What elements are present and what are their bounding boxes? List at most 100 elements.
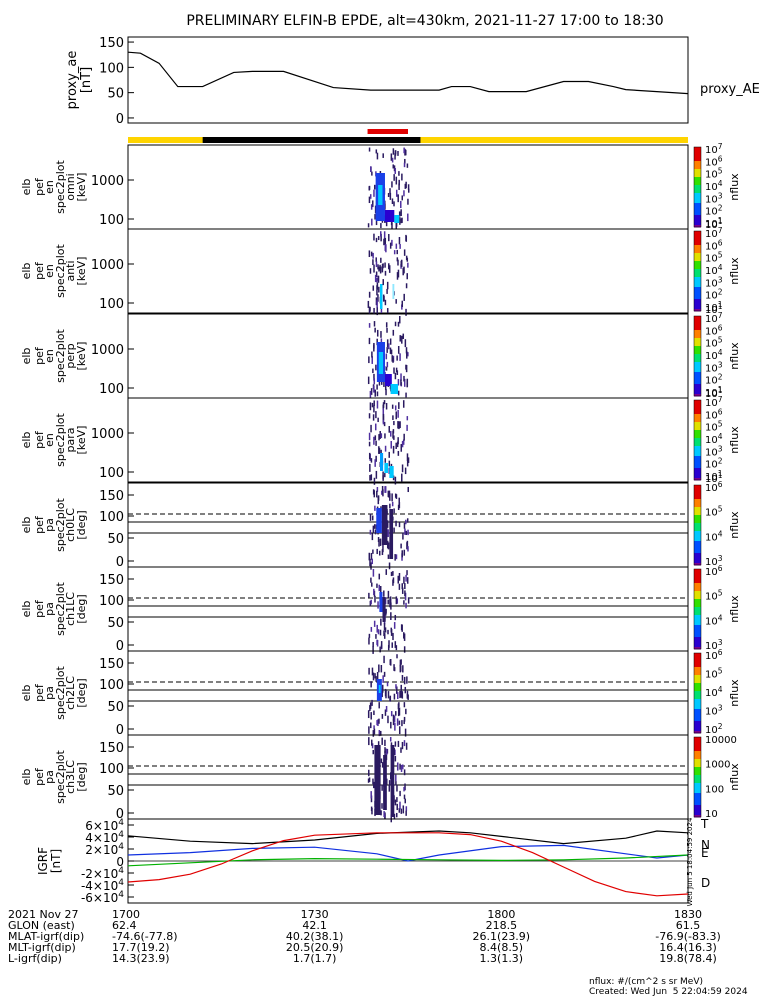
colorbar-segment (694, 747, 701, 750)
heatmap-cell (372, 489, 375, 495)
heatmap-cell (378, 718, 380, 724)
heatmap-cell (390, 430, 392, 437)
heatmap-cell (384, 747, 386, 754)
heatmap-cell (395, 243, 398, 249)
y-tick-label: 0 (116, 723, 124, 738)
heatmap-cell (399, 244, 401, 249)
heatmap-cell (370, 474, 373, 481)
heatmap-cell (396, 785, 398, 792)
heatmap-cell (379, 231, 382, 237)
colorbar-segment (694, 151, 701, 154)
footer-row-value: 1730 (300, 908, 329, 921)
colorbar-segment (694, 263, 701, 266)
heatmap-cell (377, 495, 380, 501)
heatmap-cell (395, 684, 397, 689)
heatmap-cell (396, 803, 398, 811)
heatmap-cell (389, 695, 392, 702)
heatmap-cell (377, 741, 380, 747)
heatmap-cell (406, 542, 408, 550)
heatmap-cells (368, 400, 410, 485)
heatmap-cell (379, 430, 381, 439)
colorbar-tick-label: 104 (705, 348, 723, 362)
colorbar-segment (694, 281, 701, 284)
heatmap-cell (374, 274, 377, 283)
colorbar-tick-label: 104 (705, 613, 723, 627)
y-axis-label: pef (33, 767, 46, 786)
colorbar-segment (694, 376, 701, 379)
y-axis-label: en (43, 264, 56, 278)
heatmap-cell (407, 213, 409, 222)
heatmap-cell (403, 716, 406, 722)
colorbar-overlap-label: 101 (705, 217, 723, 231)
heatmap-cell (386, 308, 389, 314)
heatmap-cell (395, 596, 398, 605)
heatmap-cell (384, 597, 387, 605)
heatmap-cell (401, 583, 404, 590)
heatmap-cell (373, 378, 376, 385)
heatmap-cell (400, 747, 402, 753)
colorbar-segment (694, 434, 701, 437)
colorbar-segment (694, 382, 701, 385)
heatmap-cell (384, 262, 386, 268)
heatmap-cell (378, 434, 380, 441)
heatmap-cell (388, 467, 390, 475)
heatmap-cell (389, 737, 392, 742)
colorbar-segment (694, 631, 701, 634)
footer-row-value: 8.4(8.5) (479, 941, 524, 954)
heatmap-cell (369, 475, 371, 481)
heatmap-cell (371, 807, 373, 815)
colorbar-segment (694, 368, 701, 371)
colorbar-segment (694, 418, 701, 421)
heatmap-cell (377, 236, 380, 241)
heatmap-cell (396, 355, 398, 361)
y-tick-label: -6×104 (81, 890, 124, 905)
y-tick-label: 100 (99, 61, 124, 76)
colorbar-segment (694, 607, 701, 610)
heatmap-cell (398, 726, 401, 735)
heatmap-cell (368, 323, 371, 328)
heatmap-cell (370, 458, 373, 463)
heatmap-cell (405, 574, 407, 582)
heatmap-cell (368, 356, 370, 364)
heatmap-cell (384, 812, 386, 820)
colorbar-segment (694, 717, 701, 720)
colorbar-tick-label: 1000 (705, 760, 730, 771)
y-axis-label: pef (33, 261, 46, 280)
heatmap-cell (405, 602, 407, 609)
heatmap-cell (394, 741, 397, 747)
footer-row-label: 2021 Nov 27 (8, 908, 79, 921)
heatmap-cell (395, 781, 397, 786)
heatmap-cell (373, 233, 375, 241)
colorbar-tick-label: 106 (705, 407, 723, 421)
colorbar-segment (694, 793, 701, 796)
colorbar-segment (694, 675, 701, 678)
colorbar-segment (694, 466, 701, 469)
heatmap-cell (397, 321, 400, 327)
colorbar-segment (694, 271, 701, 274)
legend-label: proxy_AE (700, 82, 760, 97)
colorbar-segment (694, 430, 701, 433)
colorbar-segment (694, 783, 701, 786)
heatmap-cell (370, 626, 373, 632)
heatmap-cell (399, 335, 401, 342)
colorbar-segment (694, 799, 701, 802)
heatmap-cell (378, 664, 380, 673)
colorbar-segment (694, 553, 701, 556)
colorbar-segment (694, 215, 701, 218)
y-axis-label: ch3LC (64, 760, 77, 794)
footer-row-value: 1.7(1.7) (292, 952, 337, 965)
colorbar-segment (694, 521, 701, 524)
panel-pa_ch1-colorbar: 106 105 104 103 nflux (693, 564, 741, 652)
heatmap-cell (369, 463, 371, 472)
heatmap-cell (385, 402, 388, 410)
colorbar-tick-label: 106 (705, 564, 723, 578)
colorbar-segment (694, 563, 701, 566)
heatmap-cell (380, 433, 383, 439)
colorbar-segment (694, 571, 701, 574)
heatmap-cell (400, 209, 402, 216)
heatmap-cell (378, 702, 380, 709)
heatmap-cell (387, 529, 389, 538)
colorbar-segment (694, 257, 701, 260)
heatmap-cell (397, 194, 399, 203)
